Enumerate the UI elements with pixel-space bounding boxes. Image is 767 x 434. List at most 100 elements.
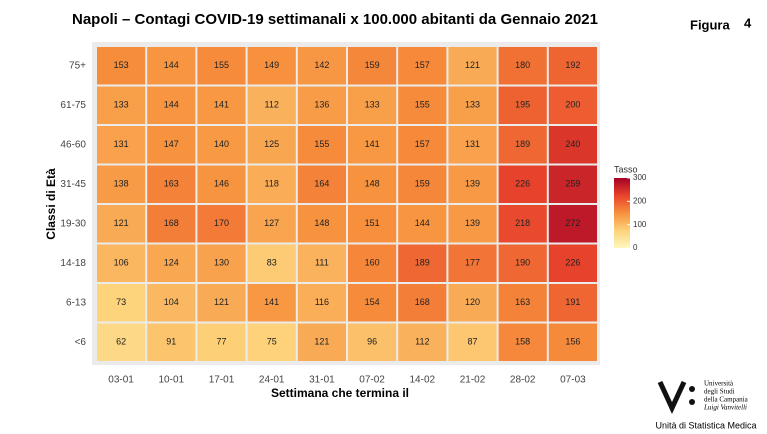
cell-label: 124 (164, 258, 179, 268)
heatmap-cell (498, 244, 547, 282)
heatmap-cell (448, 205, 497, 243)
heatmap-cell (348, 284, 397, 322)
cell-label: 131 (465, 139, 480, 149)
cell-label: 190 (515, 258, 530, 268)
cell-label: 111 (315, 258, 329, 268)
heatmap-cell (247, 165, 296, 203)
cell-label: 127 (264, 218, 279, 228)
heatmap-cell (197, 47, 246, 85)
cell-label: 146 (214, 179, 229, 189)
cell-label: 148 (365, 179, 380, 189)
cell-label: 62 (116, 337, 126, 347)
heatmap-cell (348, 205, 397, 243)
heatmap-cell (247, 284, 296, 322)
heatmap-cell (297, 284, 346, 322)
heatmap-cell (297, 205, 346, 243)
cell-label: 160 (365, 258, 380, 268)
heatmap-cell (398, 244, 447, 282)
logo-text: Università (704, 380, 734, 388)
cell-label: 177 (465, 258, 480, 268)
heatmap-cell (498, 86, 547, 124)
heatmap-cell (348, 244, 397, 282)
heatmap-cell (147, 284, 196, 322)
cell-label: 116 (315, 297, 329, 307)
cell-label: 138 (114, 179, 129, 189)
heatmap-cell (398, 47, 447, 85)
legend-title: Tasso (614, 164, 638, 174)
heatmap-cell (147, 244, 196, 282)
cell-label: 148 (314, 218, 329, 228)
heatmap-cell (97, 86, 146, 124)
cell-label: 155 (415, 100, 430, 110)
heatmap-cell (147, 126, 196, 164)
cell-label: 121 (314, 337, 329, 347)
heatmap-cell (147, 47, 196, 85)
cell-label: 149 (264, 60, 279, 70)
cell-label: 121 (214, 297, 229, 307)
x-tick-label: 07-02 (359, 375, 385, 386)
cell-label: 133 (465, 100, 480, 110)
unit-name: Unità di Statistica Medica (655, 420, 756, 430)
heatmap-cell (97, 47, 146, 85)
logo: Università degli Studi della Campania Lu… (655, 380, 756, 431)
heatmap-cell (498, 47, 547, 85)
cell-label: 151 (365, 218, 380, 228)
cell-label: 180 (515, 60, 530, 70)
cell-label: 168 (164, 218, 179, 228)
heatmap-cell (97, 284, 146, 322)
cell-label: 240 (565, 139, 580, 149)
cell-label: 163 (515, 297, 530, 307)
heatmap-cell (297, 126, 346, 164)
cell-label: 133 (365, 100, 380, 110)
heatmap-cell (498, 284, 547, 322)
figure-label: Figura (690, 17, 730, 32)
cell-label: 125 (264, 139, 279, 149)
heatmap-cell (498, 126, 547, 164)
cell-label: 189 (415, 258, 430, 268)
legend-colorbar (614, 178, 630, 248)
cell-label: 158 (515, 337, 530, 347)
cell-label: 156 (565, 337, 580, 347)
heatmap-cell (348, 323, 397, 361)
heatmap-cell (398, 205, 447, 243)
heatmap-cell (398, 86, 447, 124)
logo-dot (689, 386, 695, 392)
heatmap-cell (348, 47, 397, 85)
cell-label: 144 (164, 60, 179, 70)
heatmap-cell (448, 47, 497, 85)
y-axis-title: Classi di Età (44, 168, 58, 240)
cell-label: 191 (565, 297, 580, 307)
cell-label: 131 (114, 139, 129, 149)
heatmap-cell (147, 205, 196, 243)
heatmap-cell (448, 323, 497, 361)
heatmap-cell (448, 86, 497, 124)
heatmap-cell (348, 126, 397, 164)
chart-title: Napoli – Contagi COVID-19 settimanali x … (72, 11, 598, 28)
cell-label: 157 (415, 60, 430, 70)
cell-label: 121 (465, 60, 480, 70)
cell-label: 141 (365, 139, 380, 149)
cell-label: 147 (164, 139, 179, 149)
heatmap-cell (548, 86, 597, 124)
heatmap-cell (398, 323, 447, 361)
cell-label: 112 (415, 337, 429, 347)
y-tick-label: 14-18 (60, 258, 86, 269)
logo-text: della Campania (704, 396, 749, 404)
cell-label: 154 (365, 297, 380, 307)
cell-label: 159 (415, 179, 430, 189)
heatmap-cell (147, 165, 196, 203)
heatmap-cell (297, 165, 346, 203)
cell-label: 77 (216, 337, 226, 347)
legend-tick-label: 0 (633, 243, 638, 252)
cell-label: 153 (114, 60, 129, 70)
x-tick-label: 17-01 (209, 375, 235, 386)
cell-label: 192 (565, 60, 580, 70)
cell-label: 73 (116, 297, 126, 307)
cell-label: 83 (267, 258, 277, 268)
heatmap-cell (97, 205, 146, 243)
heatmap-cell (97, 165, 146, 203)
heatmap-cell (197, 323, 246, 361)
heatmap-cell (247, 205, 296, 243)
heatmap-cell (147, 323, 196, 361)
